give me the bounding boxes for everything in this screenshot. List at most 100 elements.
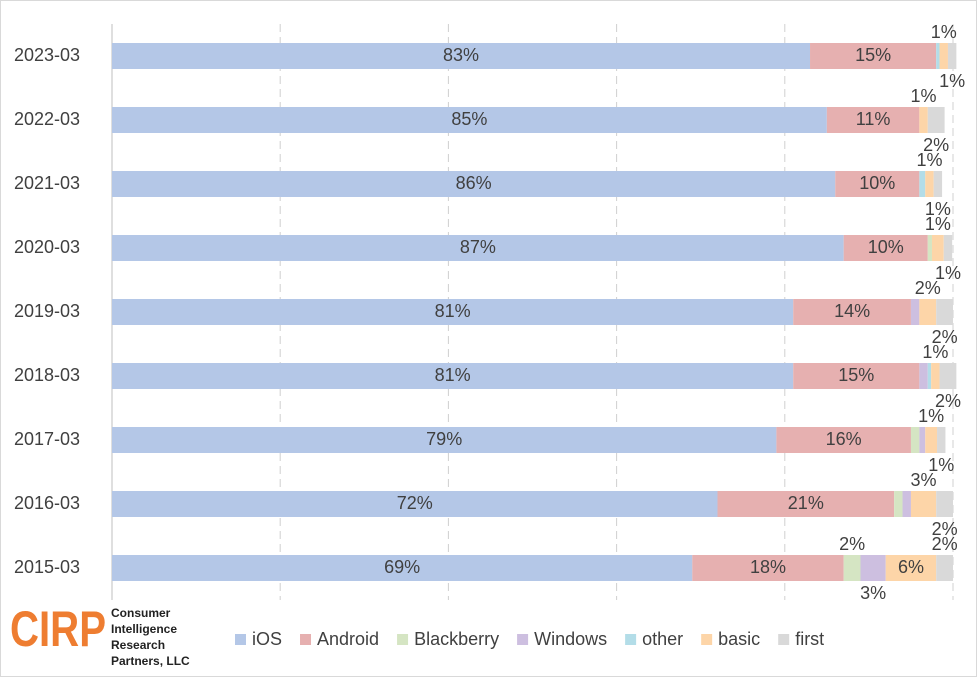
bar-segment xyxy=(925,171,934,197)
bar-segment xyxy=(112,363,794,389)
bar-segment xyxy=(936,299,953,325)
legend-label: Blackberry xyxy=(414,629,499,649)
bar-segment xyxy=(843,235,928,261)
bar-segment xyxy=(919,171,926,197)
legend-label: other xyxy=(642,629,683,649)
legend-label: first xyxy=(795,629,824,649)
data-label: 1% xyxy=(935,263,961,283)
bar-segment xyxy=(793,363,920,389)
y-tick-label: 2019-03 xyxy=(14,301,80,321)
data-label: 87% xyxy=(460,237,496,257)
bar-segment xyxy=(860,555,886,581)
data-label: 1% xyxy=(911,86,937,106)
legend-swatch xyxy=(397,634,409,645)
legend-label: Windows xyxy=(534,629,607,649)
bar-segment xyxy=(919,427,926,453)
logo-text: Consumer xyxy=(111,606,171,620)
legend-label: Android xyxy=(317,629,379,649)
data-label: 1% xyxy=(918,406,944,426)
data-label: 2% xyxy=(839,534,865,554)
bar-segment xyxy=(885,555,937,581)
data-label: 10% xyxy=(868,237,904,257)
y-tick-label: 2021-03 xyxy=(14,173,80,193)
data-label: 6% xyxy=(898,557,924,577)
data-label: 1% xyxy=(931,22,957,42)
data-label: 2% xyxy=(923,135,949,155)
bar-segment xyxy=(692,555,844,581)
data-label: 18% xyxy=(750,557,786,577)
data-label: 86% xyxy=(456,173,492,193)
data-label: 21% xyxy=(788,493,824,513)
data-label: 3% xyxy=(860,583,886,603)
y-tick-label: 2023-03 xyxy=(14,45,80,65)
legend-label: iOS xyxy=(252,629,282,649)
bar-segment xyxy=(843,555,861,581)
bar-segment xyxy=(894,491,903,517)
data-label: 14% xyxy=(834,301,870,321)
logo: CIRP Consumer Intelligence Research Part… xyxy=(10,601,190,668)
y-tick-label: 2018-03 xyxy=(14,365,80,385)
data-label: 15% xyxy=(838,365,874,385)
bar-segment xyxy=(902,491,911,517)
bar-segment xyxy=(810,43,937,69)
legend-swatch xyxy=(778,634,790,645)
data-label: 11% xyxy=(856,109,891,129)
data-label: 69% xyxy=(384,557,420,577)
data-label: 10% xyxy=(859,173,895,193)
data-label: 81% xyxy=(435,301,471,321)
bar-segment xyxy=(927,107,945,133)
bar-segment xyxy=(936,555,953,581)
bar-segment xyxy=(910,299,920,325)
bar-segment xyxy=(925,427,938,453)
bar-segment xyxy=(947,43,957,69)
data-label: 1% xyxy=(916,150,942,170)
data-label: 16% xyxy=(826,429,862,449)
bar-segment xyxy=(835,171,920,197)
bar-segment xyxy=(931,235,944,261)
y-tick-label: 2017-03 xyxy=(14,429,80,449)
data-label: 1% xyxy=(925,199,951,219)
data-label: 81% xyxy=(435,365,471,385)
bar-segment xyxy=(112,299,794,325)
data-label: 2% xyxy=(935,391,961,411)
logo-text: Intelligence xyxy=(111,622,177,636)
bar-segment xyxy=(931,363,940,389)
bar-segment xyxy=(919,107,928,133)
logo-text: Research xyxy=(111,638,165,652)
data-label: 2% xyxy=(932,519,958,539)
legend-swatch xyxy=(701,634,713,645)
legend-swatch xyxy=(300,634,312,645)
bar-segment xyxy=(927,363,932,389)
legend-swatch xyxy=(235,634,246,645)
legend-swatch xyxy=(625,634,637,645)
bar-segment xyxy=(919,363,928,389)
y-tick-label: 2022-03 xyxy=(14,109,80,129)
bar-segment xyxy=(112,107,827,133)
bar-segment xyxy=(112,235,844,261)
bar-segment xyxy=(937,427,946,453)
data-label: 2% xyxy=(932,534,958,554)
bar-segment xyxy=(112,491,718,517)
data-label: 1% xyxy=(922,342,948,362)
data-label: 1% xyxy=(925,214,951,234)
bar-segment xyxy=(776,427,911,453)
bar-segment xyxy=(793,299,911,325)
bar-segment xyxy=(826,107,920,133)
data-label: 72% xyxy=(397,493,433,513)
data-label: 1% xyxy=(939,71,965,91)
bar-segment xyxy=(910,427,920,453)
legend-swatch xyxy=(517,634,529,645)
data-label: 2% xyxy=(932,327,958,347)
logo-text: Partners, LLC xyxy=(111,654,190,668)
bar-segment xyxy=(936,43,940,69)
bar-segment xyxy=(933,171,943,197)
bar-segment xyxy=(936,491,953,517)
y-tick-label: 2015-03 xyxy=(14,557,80,577)
bar-segment xyxy=(112,427,777,453)
y-tick-label: 2020-03 xyxy=(14,237,80,257)
data-label: 83% xyxy=(443,45,479,65)
bar-segment xyxy=(112,555,693,581)
bar-segment xyxy=(927,235,932,261)
data-label: 85% xyxy=(451,109,487,129)
